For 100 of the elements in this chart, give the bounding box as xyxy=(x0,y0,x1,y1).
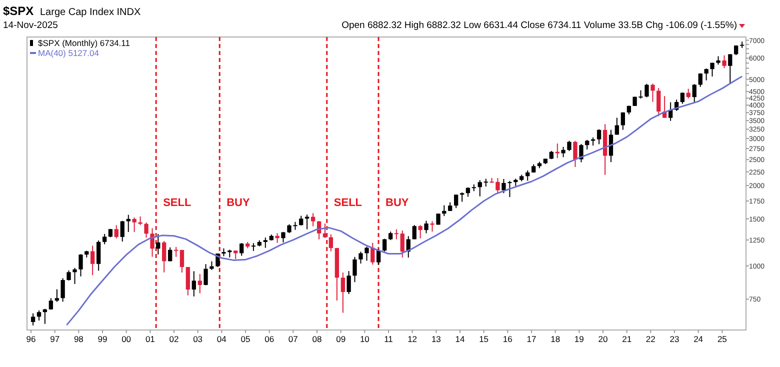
candlestick xyxy=(150,228,154,258)
x-tick-label: 05 xyxy=(240,334,251,344)
candlestick xyxy=(275,232,280,244)
x-tick-label: 08 xyxy=(312,334,322,344)
candlestick xyxy=(358,251,363,264)
x-tick-label: 11 xyxy=(384,334,394,344)
candlestick xyxy=(240,242,244,256)
candlestick xyxy=(96,240,101,272)
candlestick xyxy=(186,266,190,296)
x-tick-label: 12 xyxy=(408,334,418,344)
candlestick xyxy=(579,143,584,163)
candlestick xyxy=(502,178,506,194)
candlestick xyxy=(299,215,304,226)
candlestick xyxy=(36,310,42,322)
candlestick xyxy=(340,272,346,314)
x-tick-label: 17 xyxy=(526,334,537,344)
candlestick xyxy=(526,170,530,182)
candlestick xyxy=(328,234,334,252)
candlestick xyxy=(156,234,160,255)
x-tick-label: 18 xyxy=(550,334,560,344)
candlestick xyxy=(310,212,316,227)
x-tick-label: 10 xyxy=(360,334,370,344)
ref-line-label: BUY xyxy=(386,197,410,209)
x-tick-label: 14 xyxy=(455,334,465,344)
x-tick-label: 20 xyxy=(598,334,608,344)
x-tick-label: 15 xyxy=(479,334,489,344)
candlestick xyxy=(263,237,268,248)
x-tick-label: 96 xyxy=(26,334,36,344)
candlestick xyxy=(114,224,118,239)
x-tick-label: 16 xyxy=(502,334,513,344)
candlestick xyxy=(644,83,649,98)
candlestick xyxy=(400,230,404,258)
chart-subtitle: Large Cap Index INDX xyxy=(40,7,141,18)
x-tick-label: 03 xyxy=(193,334,203,344)
candlestick xyxy=(430,220,434,232)
candlestick xyxy=(650,83,655,102)
candlestick xyxy=(78,254,83,277)
chart-title: $SPX xyxy=(3,4,34,18)
line-series xyxy=(66,76,743,326)
legend-label: $SPX (Monthly) 6734.11 xyxy=(38,38,130,48)
candlestick xyxy=(567,140,572,152)
x-tick-label: 21 xyxy=(622,334,632,344)
candlestick xyxy=(722,54,726,69)
candlestick xyxy=(620,112,626,130)
candlestick xyxy=(460,192,464,202)
candlestick xyxy=(614,117,619,136)
x-tick-label: 04 xyxy=(216,334,227,344)
candlestick xyxy=(704,68,708,81)
candlestick xyxy=(561,146,566,158)
candlestick xyxy=(60,278,65,302)
text: Open 6882.32 High 6882.32 Low 6631.44 Close 6734.11 Volume 33.5B Chg -106.09 (-1.55%) xyxy=(342,20,737,31)
candlestick xyxy=(168,246,172,262)
candlestick xyxy=(144,222,148,238)
candlestick xyxy=(710,62,714,78)
x-tick-label: 97 xyxy=(50,334,60,344)
candlestick xyxy=(30,312,36,326)
candlestick xyxy=(198,274,202,294)
candlestick xyxy=(728,54,732,84)
ref-line-label: BUY xyxy=(226,197,251,209)
candlestick xyxy=(90,245,95,276)
candlestick xyxy=(132,217,136,233)
x-tick-label: 09 xyxy=(336,334,346,344)
x-tick-label: 98 xyxy=(74,334,84,344)
candlestick xyxy=(698,72,702,88)
text: 14-Nov-2025 xyxy=(3,20,58,31)
candlestick xyxy=(180,249,184,274)
candlestick xyxy=(370,242,375,266)
candlestick xyxy=(418,224,422,239)
candlestick xyxy=(281,231,286,243)
candlestick xyxy=(54,288,60,302)
candlestick xyxy=(478,180,482,197)
candlestick xyxy=(120,220,124,242)
candlestick xyxy=(424,220,428,234)
candlestick xyxy=(394,228,399,240)
x-tick-label: 25 xyxy=(717,334,728,344)
candlestick xyxy=(352,256,357,283)
candlestick xyxy=(454,194,458,209)
candlestick xyxy=(376,248,381,266)
x-tick-label: 24 xyxy=(694,334,704,344)
candlestick xyxy=(573,140,578,168)
ref-line-label: SELL xyxy=(163,197,192,209)
candlestick xyxy=(555,143,560,159)
candlestick xyxy=(382,238,387,252)
candlestick xyxy=(680,92,685,104)
candlestick xyxy=(364,246,369,262)
candlestick xyxy=(596,128,602,145)
candlestick xyxy=(508,180,512,198)
candlestick xyxy=(192,270,196,297)
candlestick xyxy=(72,267,77,285)
candlestick xyxy=(204,264,208,286)
x-tick-label: 07 xyxy=(288,334,298,344)
x-tick-label: 19 xyxy=(574,334,584,344)
x-tick-label: 06 xyxy=(264,334,274,344)
candlestick xyxy=(346,270,351,295)
x-tick-label: 99 xyxy=(98,334,108,344)
legend-label: MA(40) 5127.04 xyxy=(38,48,100,58)
candlestick xyxy=(66,270,71,282)
candlestick xyxy=(102,233,107,245)
candlestick xyxy=(162,240,166,273)
candlestick xyxy=(174,246,178,258)
